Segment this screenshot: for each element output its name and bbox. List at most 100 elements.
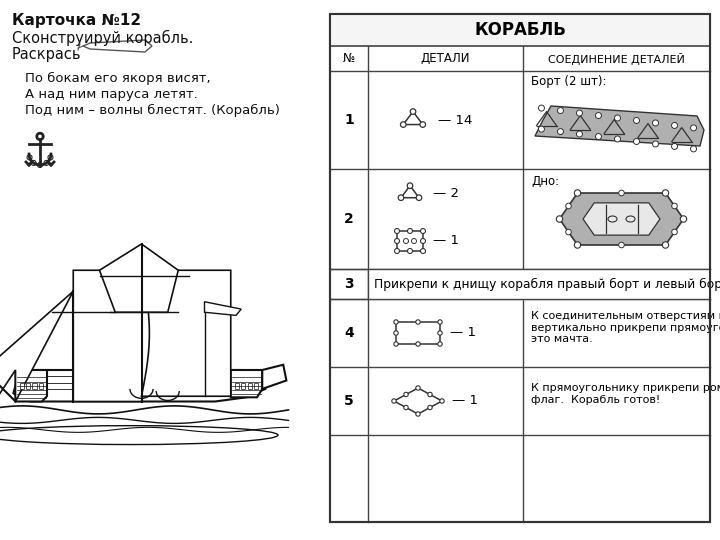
Polygon shape (16, 370, 47, 402)
Circle shape (394, 342, 398, 346)
Bar (39, 383, 42, 389)
Polygon shape (559, 193, 683, 245)
Text: Карточка №12: Карточка №12 (12, 13, 141, 28)
Circle shape (595, 112, 601, 118)
Bar (396, 322, 440, 344)
Circle shape (438, 320, 442, 324)
Polygon shape (262, 364, 287, 389)
Polygon shape (73, 270, 151, 402)
Circle shape (400, 122, 406, 127)
Bar (26, 383, 30, 389)
Text: 5: 5 (344, 394, 354, 408)
Bar (330, 14, 710, 522)
Bar (248, 383, 252, 389)
Bar (19, 383, 24, 389)
Polygon shape (142, 270, 230, 396)
Circle shape (420, 239, 426, 244)
Circle shape (595, 133, 601, 139)
Text: Сконструируй корабль.: Сконструируй корабль. (12, 30, 194, 46)
Text: А над ним паруса летят.: А над ним паруса летят. (25, 88, 198, 101)
Text: КОРАБЛЬ: КОРАБЛЬ (474, 21, 566, 39)
Text: Под ним – волны блестят. (Корабль): Под ним – волны блестят. (Корабль) (25, 104, 280, 117)
Bar (397, 231, 423, 251)
Circle shape (614, 115, 621, 121)
Circle shape (394, 320, 398, 324)
Circle shape (438, 331, 442, 335)
Circle shape (408, 248, 413, 253)
Text: Раскрась: Раскрась (12, 47, 81, 62)
Text: — 1: — 1 (452, 395, 478, 408)
Circle shape (428, 406, 432, 410)
Circle shape (575, 190, 581, 196)
Bar (32, 383, 37, 389)
Circle shape (420, 248, 426, 253)
Circle shape (404, 392, 408, 397)
Circle shape (398, 195, 404, 200)
Circle shape (672, 144, 678, 150)
Polygon shape (99, 244, 179, 312)
Circle shape (577, 110, 582, 116)
Circle shape (394, 331, 398, 335)
Bar (330, 14, 710, 522)
Circle shape (404, 406, 408, 410)
Circle shape (410, 109, 416, 114)
Circle shape (416, 195, 422, 200)
Text: Прикрепи к днищу корабля правый борт и левый борт.: Прикрепи к днищу корабля правый борт и л… (374, 278, 720, 291)
Text: К соединительным отверстиям квадрата
вертикально прикрепи прямоугольник -
это ма: К соединительным отверстиям квадрата вер… (531, 311, 720, 344)
Polygon shape (14, 370, 266, 402)
Circle shape (652, 141, 659, 147)
Circle shape (395, 248, 400, 253)
Text: Дно:: Дно: (531, 175, 559, 188)
Circle shape (690, 146, 696, 152)
Circle shape (557, 107, 564, 113)
Circle shape (618, 190, 624, 196)
Circle shape (566, 203, 571, 209)
Text: 2: 2 (344, 212, 354, 226)
Circle shape (690, 125, 696, 131)
Circle shape (395, 239, 400, 244)
Text: ДЕТАЛИ: ДЕТАЛИ (420, 52, 470, 65)
Circle shape (672, 123, 678, 129)
Text: — 1: — 1 (433, 234, 459, 247)
Circle shape (438, 342, 442, 346)
Circle shape (408, 183, 413, 188)
Circle shape (416, 386, 420, 390)
Polygon shape (230, 370, 262, 397)
Circle shape (539, 126, 544, 132)
Circle shape (662, 242, 669, 248)
Circle shape (662, 190, 669, 196)
Text: 4: 4 (344, 326, 354, 340)
Circle shape (652, 120, 659, 126)
Circle shape (408, 228, 413, 233)
Circle shape (420, 122, 426, 127)
Text: По бокам его якоря висят,: По бокам его якоря висят, (25, 72, 211, 85)
Circle shape (672, 203, 678, 209)
Polygon shape (0, 291, 73, 402)
Circle shape (416, 412, 420, 416)
Circle shape (634, 118, 639, 124)
Circle shape (672, 229, 678, 235)
Circle shape (416, 342, 420, 346)
Text: №: № (343, 52, 355, 65)
Text: К прямоугольнику прикрепи ромб - это
флаг.  Корабль готов!: К прямоугольнику прикрепи ромб - это фла… (531, 383, 720, 404)
Circle shape (618, 242, 624, 248)
Text: — 2: — 2 (433, 187, 459, 200)
Text: СОЕДИНЕНИЕ ДЕТАЛЕЙ: СОЕДИНЕНИЕ ДЕТАЛЕЙ (548, 52, 685, 64)
Bar (241, 383, 246, 389)
Circle shape (614, 136, 621, 142)
Circle shape (634, 138, 639, 145)
Circle shape (416, 320, 420, 324)
Circle shape (557, 216, 563, 222)
Bar (254, 383, 258, 389)
Circle shape (395, 228, 400, 233)
Circle shape (566, 229, 571, 235)
Circle shape (557, 129, 564, 134)
Polygon shape (535, 106, 704, 146)
Circle shape (680, 216, 687, 222)
Polygon shape (583, 203, 660, 235)
Polygon shape (204, 302, 241, 315)
Circle shape (420, 228, 426, 233)
Text: Борт (2 шт):: Борт (2 шт): (531, 75, 606, 87)
Text: 3: 3 (344, 277, 354, 291)
Circle shape (392, 399, 396, 403)
